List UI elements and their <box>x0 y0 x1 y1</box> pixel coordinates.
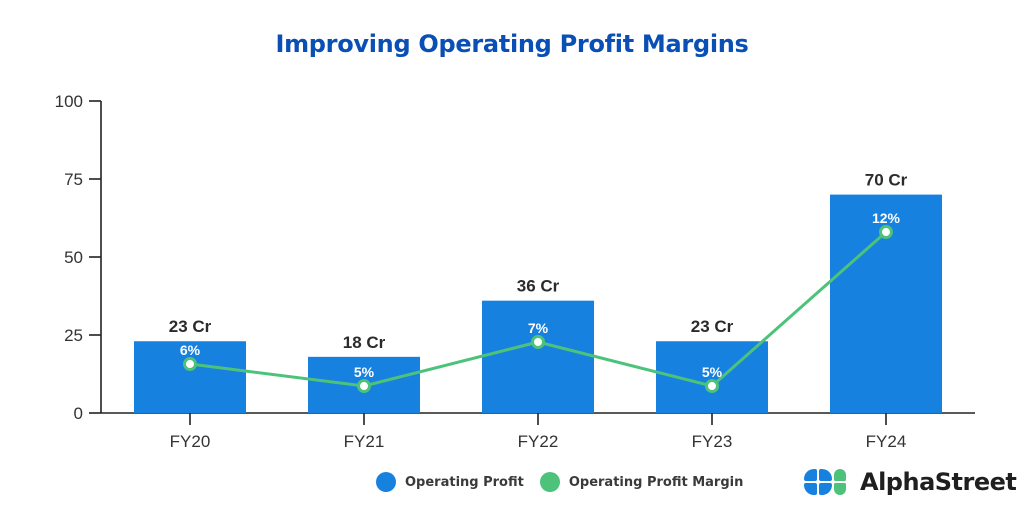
legend-item-operating-profit-margin[interactable]: Operating Profit Margin <box>539 472 744 492</box>
x-tick-label: FY24 <box>866 432 907 451</box>
x-tick-label: FY22 <box>518 432 559 451</box>
margin-point <box>705 379 719 393</box>
x-tick-label: FY21 <box>344 432 385 451</box>
x-tick-label: FY23 <box>692 432 733 451</box>
margin-value-label: 6% <box>180 342 201 358</box>
bar-value-label: 36 Cr <box>517 277 560 296</box>
legend-item-operating-profit[interactable]: Operating Profit <box>376 472 524 492</box>
y-tick-label: 100 <box>55 92 83 111</box>
y-tick-label: 75 <box>64 170 83 189</box>
bar-value-label: 23 Cr <box>169 317 212 336</box>
margin-point <box>357 379 371 393</box>
y-tick-label: 50 <box>64 248 83 267</box>
legend: Operating Profit Operating Profit Margin <box>376 472 759 492</box>
alphastreet-logo: AlphaStreet <box>804 468 1017 496</box>
bar-operating-profit <box>134 341 246 413</box>
margin-point <box>879 225 893 239</box>
y-tick-label: 0 <box>74 404 83 423</box>
margin-value-label: 12% <box>872 210 901 226</box>
y-tick-label: 25 <box>64 326 83 345</box>
margin-point <box>183 357 197 371</box>
legend-swatch-operating-profit <box>376 472 396 492</box>
bars <box>134 194 942 413</box>
bar-value-label: 18 Cr <box>343 333 386 352</box>
margin-line <box>183 225 893 393</box>
x-tick-label: FY20 <box>170 432 211 451</box>
alphastreet-logo-text: AlphaStreet <box>860 468 1017 496</box>
bar-value-label: 70 Cr <box>865 171 908 190</box>
data-labels: 23 Cr 18 Cr 36 Cr 23 Cr 70 Cr 6% 5% 7% 5% 12% <box>169 171 908 380</box>
legend-label: Operating Profit Margin <box>568 474 744 490</box>
margin-value-label: 7% <box>528 320 549 336</box>
margin-point <box>531 335 545 349</box>
margin-value-label: 5% <box>354 364 375 380</box>
bar-value-label: 23 Cr <box>691 317 734 336</box>
legend-swatch-operating-profit-margin <box>539 472 560 492</box>
alphastreet-logo-icon <box>804 468 846 496</box>
margin-value-label: 5% <box>702 364 723 380</box>
bar-operating-profit <box>482 300 594 413</box>
chart-title: Improving Operating Profit Margins <box>275 30 749 58</box>
legend-label: Operating Profit <box>405 474 524 490</box>
